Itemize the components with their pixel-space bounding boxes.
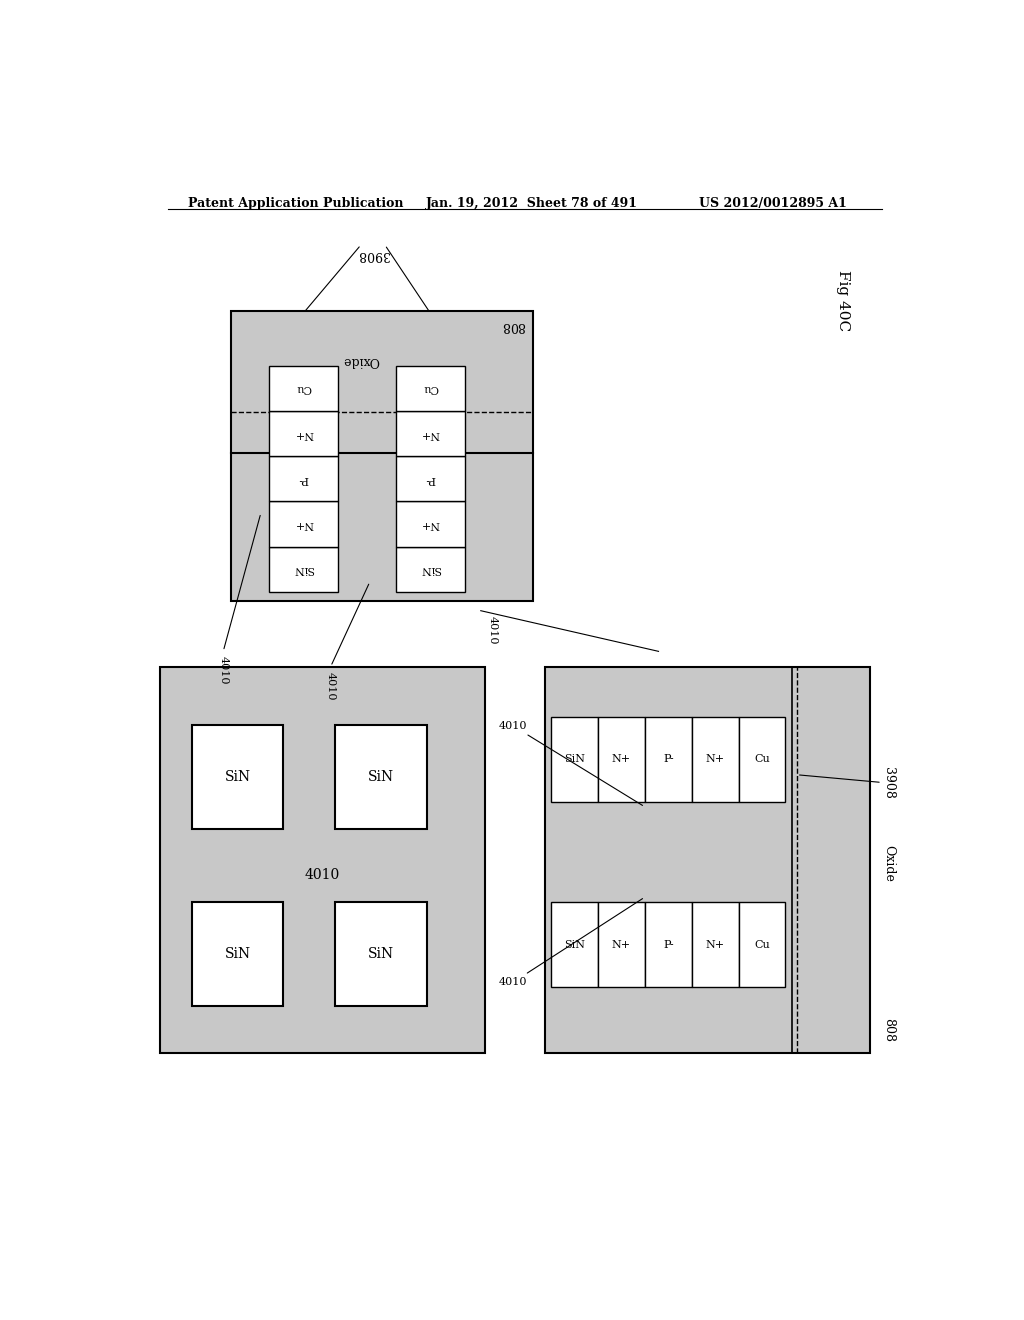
Text: P-: P- (425, 474, 435, 484)
Bar (395, 366, 465, 411)
Text: SiN: SiN (225, 948, 251, 961)
Text: Oxide: Oxide (882, 845, 895, 882)
Text: Cu: Cu (754, 754, 770, 764)
Text: Cu: Cu (422, 384, 438, 393)
Text: Cu: Cu (754, 940, 770, 949)
Text: Patent Application Publication: Patent Application Publication (187, 197, 403, 210)
Bar (395, 411, 465, 457)
Bar (269, 411, 338, 457)
Bar (336, 902, 427, 1006)
Text: 3908: 3908 (357, 248, 389, 261)
Text: Jan. 19, 2012  Sheet 78 of 491: Jan. 19, 2012 Sheet 78 of 491 (426, 197, 638, 210)
Bar (738, 717, 785, 801)
Text: N+: N+ (294, 519, 313, 529)
Bar (395, 457, 465, 502)
Text: SiN: SiN (293, 564, 314, 574)
Text: N+: N+ (421, 429, 439, 438)
Text: N+: N+ (612, 754, 631, 764)
Bar (551, 717, 598, 801)
Bar (645, 717, 691, 801)
Text: 3908: 3908 (882, 767, 895, 799)
Text: 808: 808 (501, 319, 524, 333)
Text: 4010: 4010 (487, 616, 498, 644)
Text: 4010: 4010 (499, 721, 642, 805)
Bar (269, 502, 338, 546)
Bar (738, 902, 785, 987)
Text: SiN: SiN (368, 948, 394, 961)
Bar (395, 546, 465, 591)
Text: Cu: Cu (296, 384, 311, 393)
Bar (551, 902, 598, 987)
Bar (193, 725, 284, 829)
Bar (193, 902, 284, 1006)
Text: SiN: SiN (564, 754, 585, 764)
Bar (269, 366, 338, 411)
Bar (395, 502, 465, 546)
Text: SiN: SiN (564, 940, 585, 949)
Text: 4010: 4010 (305, 869, 340, 882)
Text: N+: N+ (294, 429, 313, 438)
Bar (598, 717, 645, 801)
Text: US 2012/0012895 A1: US 2012/0012895 A1 (699, 197, 847, 210)
Text: N+: N+ (421, 519, 439, 529)
Text: 4010: 4010 (499, 899, 642, 987)
Bar (645, 902, 691, 987)
Text: P-: P- (663, 940, 674, 949)
Text: N+: N+ (706, 940, 725, 949)
Bar (269, 546, 338, 591)
Text: Fig 40C: Fig 40C (837, 271, 850, 331)
Text: P-: P- (663, 754, 674, 764)
Text: P-: P- (298, 474, 309, 484)
Text: SiN: SiN (420, 564, 440, 574)
Text: 4010: 4010 (218, 656, 228, 685)
Bar (231, 312, 532, 601)
Bar (545, 667, 870, 1053)
Text: N+: N+ (706, 754, 725, 764)
Text: Oxide: Oxide (342, 354, 379, 367)
Text: 4010: 4010 (326, 672, 336, 700)
Text: SiN: SiN (368, 770, 394, 784)
Bar (160, 667, 485, 1053)
Text: N+: N+ (612, 940, 631, 949)
Text: 808: 808 (882, 1018, 895, 1041)
Bar (269, 457, 338, 502)
Text: SiN: SiN (225, 770, 251, 784)
Bar (336, 725, 427, 829)
Bar (691, 902, 738, 987)
Bar (598, 902, 645, 987)
Bar (691, 717, 738, 801)
